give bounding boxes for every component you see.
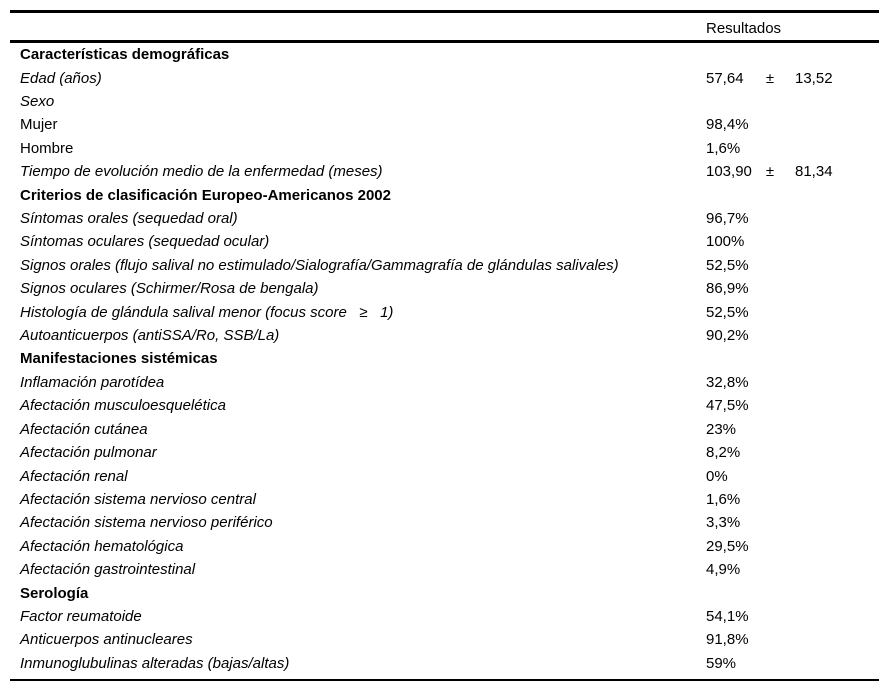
sd-value: 81,34 — [795, 163, 833, 181]
row-value: 96,7% — [706, 210, 749, 228]
row-value: 29,5% — [706, 537, 749, 555]
table-row: Afectación hematológica 29,5% — [10, 535, 879, 558]
row-value: 1,6% — [706, 490, 741, 508]
results-column-header: Resultados — [706, 19, 782, 37]
table-row: Hombre 1,6% — [10, 137, 879, 160]
row-label: Serología — [20, 584, 89, 602]
row-label: Afectación pulmonar — [20, 444, 157, 462]
row-label: Afectación cutánea — [20, 420, 148, 438]
plus-minus-sign: ± — [765, 163, 775, 181]
row-value: 86,9% — [706, 280, 749, 298]
row-value: 0% — [706, 467, 728, 485]
row-label: Tiempo de evolución medio de la enfermed… — [20, 163, 383, 181]
row-value: 3,3% — [706, 514, 741, 532]
row-value: 54,1% — [706, 607, 749, 625]
sd-value: 13,52 — [795, 69, 833, 87]
row-label: Anticuerpos antinucleares — [20, 631, 193, 649]
table-row: Autoanticuerpos (antiSSA/Ro, SSB/La) 90,… — [10, 324, 879, 347]
row-value: 59% — [706, 654, 737, 672]
row-label: Mujer — [20, 116, 58, 134]
table-row: Serología — [10, 581, 879, 604]
table-row: Anticuerpos antinucleares 91,8% — [10, 628, 879, 651]
table-row: Histología de glándula salival menor (fo… — [10, 300, 879, 323]
plus-minus-sign: ± — [765, 69, 775, 87]
table-row: Síntomas orales (sequedad oral) 96,7% — [10, 207, 879, 230]
row-label: Sexo — [20, 93, 55, 111]
table-row: Tiempo de evolución medio de la enfermed… — [10, 160, 879, 183]
row-value: 8,2% — [706, 444, 741, 462]
table-row: Características demográficas — [10, 43, 879, 66]
row-label: Características demográficas — [20, 46, 230, 64]
table-row: Síntomas oculares (sequedad ocular) 100% — [10, 230, 879, 253]
table-row: Inflamación parotídea 32,8% — [10, 371, 879, 394]
row-label: Síntomas oculares (sequedad ocular) — [20, 233, 270, 251]
row-label: Histología de glándula salival menor (fo… — [20, 303, 394, 321]
table-body: Características demográficas Edad (años)… — [10, 43, 879, 675]
row-value: 23% — [706, 420, 737, 438]
row-label: Afectación musculoesquelética — [20, 397, 226, 415]
table-row: Afectación renal 0% — [10, 464, 879, 487]
results-table: Resultados Características demográficas … — [10, 10, 879, 681]
row-label: Síntomas orales (sequedad oral) — [20, 210, 238, 228]
table-row: Afectación gastrointestinal 4,9% — [10, 558, 879, 581]
row-label: Inmunoglubulinas alteradas (bajas/altas) — [20, 654, 290, 672]
row-value: 52,5% — [706, 256, 749, 274]
row-label: Factor reumatoide — [20, 607, 142, 625]
row-label: Hombre — [20, 139, 74, 157]
table-row: Factor reumatoide 54,1% — [10, 605, 879, 628]
row-label: Manifestaciones sistémicas — [20, 350, 218, 368]
row-value: 4,9% — [706, 561, 741, 579]
row-label: Signos orales (flujo salival no estimula… — [20, 256, 619, 274]
row-label: Afectación renal — [20, 467, 128, 485]
table-row: Afectación cutánea 23% — [10, 418, 879, 441]
table-row: Afectación sistema nervioso central 1,6% — [10, 488, 879, 511]
row-value: 47,5% — [706, 397, 749, 415]
row-label: Afectación gastrointestinal — [20, 561, 196, 579]
row-value: 52,5% — [706, 303, 749, 321]
row-label: Edad (años) — [20, 69, 102, 87]
table-row: Signos oculares (Schirmer/Rosa de bengal… — [10, 277, 879, 300]
row-label: Afectación hematológica — [20, 537, 184, 555]
mean-value: 103,90 — [706, 163, 752, 181]
row-label: Afectación sistema nervioso central — [20, 490, 256, 508]
table-row: Edad (años) 57,64 ±13,52 — [10, 66, 879, 89]
table-row: Manifestaciones sistémicas — [10, 347, 879, 370]
row-label: Inflamación parotídea — [20, 373, 165, 391]
row-label: Autoanticuerpos (antiSSA/Ro, SSB/La) — [20, 327, 280, 345]
row-value: 100% — [706, 233, 745, 251]
table-row: Mujer 98,4% — [10, 113, 879, 136]
table-row: Afectación pulmonar 8,2% — [10, 441, 879, 464]
row-label: Signos oculares (Schirmer/Rosa de bengal… — [20, 280, 319, 298]
table-row: Sexo — [10, 90, 879, 113]
row-value: 91,8% — [706, 631, 749, 649]
row-value: 90,2% — [706, 327, 749, 345]
row-value: 1,6% — [706, 139, 741, 157]
row-value: 98,4% — [706, 116, 749, 134]
table-row: Criterios de clasificación Europeo-Ameri… — [10, 183, 879, 206]
table-row: Afectación musculoesquelética 47,5% — [10, 394, 879, 417]
table-row: Afectación sistema nervioso periférico 3… — [10, 511, 879, 534]
row-label: Afectación sistema nervioso periférico — [20, 514, 273, 532]
table-row: Inmunoglubulinas alteradas (bajas/altas)… — [10, 652, 879, 675]
table-row: Signos orales (flujo salival no estimula… — [10, 254, 879, 277]
row-value: 103,90 ±81,34 — [706, 160, 833, 183]
row-label: Criterios de clasificación Europeo-Ameri… — [20, 186, 391, 204]
mean-value: 57,64 — [706, 69, 744, 87]
row-value: 57,64 ±13,52 — [706, 66, 833, 89]
table-header-row: Resultados — [10, 13, 879, 43]
row-value: 32,8% — [706, 373, 749, 391]
